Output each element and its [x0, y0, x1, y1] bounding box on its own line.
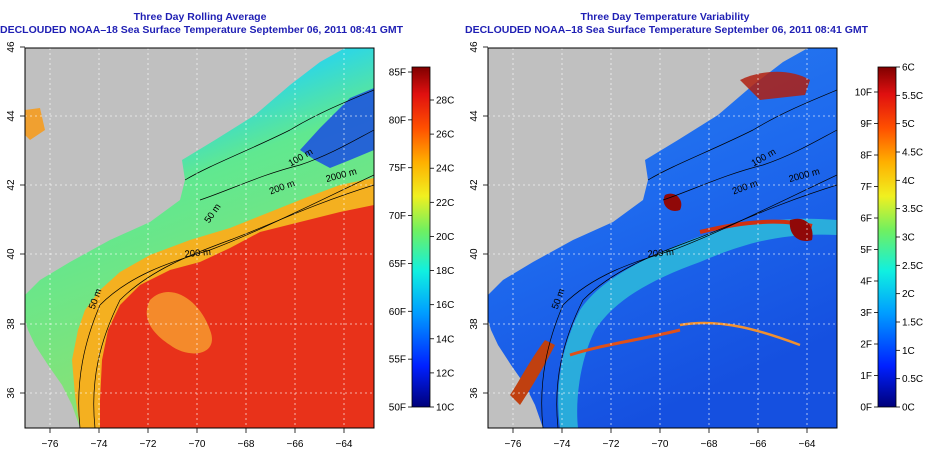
right-map-title: Three Day Temperature Variability DECLOU…	[465, 11, 869, 37]
right-cbar-f-label: 8F	[860, 151, 872, 162]
left-colorbar-labels: 50F 55F 60F 65F 70F 75F 80F 85F 10C 12C 14C 16C 18C 2…	[389, 68, 455, 414]
left-lat-tick-label: 40	[6, 248, 17, 260]
right-colorbar	[877, 66, 897, 408]
left-cbar-c-label: 18C	[436, 266, 454, 277]
left-lon-tick-label: −70	[189, 439, 206, 450]
right-lon-tick-label: −76	[505, 439, 522, 450]
left-warm-eddy	[146, 291, 212, 354]
left-title-line1: Three Day Rolling Average	[133, 11, 267, 23]
right-cbar-f-label: 4F	[860, 277, 872, 288]
right-grid	[488, 48, 837, 428]
right-map	[488, 48, 837, 428]
right-map-frame	[487, 47, 838, 429]
left-cbar-c-label: 22C	[436, 198, 454, 209]
left-lat-tick-label: 36	[6, 387, 17, 399]
right-cbar-f-label: 5F	[860, 245, 872, 256]
right-contour-label: 200 m	[647, 247, 674, 260]
left-cbar-c-label: 20C	[436, 232, 454, 243]
left-lon-tick-label: −76	[42, 439, 59, 450]
right-front-2	[569, 328, 681, 357]
right-cbar-f-label: 1F	[860, 371, 872, 382]
left-contour-label: 200 m	[184, 247, 211, 260]
right-cbar-c-label: 6C	[902, 63, 915, 74]
left-lon-tick-label: −72	[140, 439, 157, 450]
left-cbar-f-label: 60F	[389, 307, 406, 318]
right-slope-band	[558, 218, 837, 428]
right-title-line1: Three Day Temperature Variability	[580, 11, 750, 23]
right-lon-tick-label: −64	[799, 439, 816, 450]
right-cbar-c-label: 2.5C	[902, 261, 923, 272]
left-lon-tick-label: −74	[91, 439, 108, 450]
right-lat-tick-label: 38	[469, 318, 480, 330]
right-lon-tick-label: −72	[603, 439, 620, 450]
left-cbar-f-label: 75F	[389, 163, 406, 174]
left-gulf-of-maine-cold	[300, 88, 374, 168]
right-lat-tick-label: 44	[469, 110, 480, 122]
left-title-line2: DECLOUDED NOAA–18 Sea Surface Temperatur…	[0, 24, 404, 36]
right-lon-tick-label: −68	[701, 439, 718, 450]
right-cbar-c-label: 2C	[902, 289, 915, 300]
left-cbar-c-label: 24C	[436, 164, 454, 175]
left-lat-tick-label: 44	[6, 110, 17, 122]
right-cbar-f-label: 2F	[860, 340, 872, 351]
left-cbar-f-label: 65F	[389, 259, 406, 270]
right-cbar-c-label: 0.5C	[902, 374, 923, 385]
left-map-title: Three Day Rolling Average DECLOUDED NOAA…	[0, 11, 404, 37]
right-coastal-hot	[510, 340, 555, 405]
right-cbar-f-label: 0F	[860, 403, 872, 414]
left-cbar-f-label: 70F	[389, 211, 406, 222]
left-grid	[25, 48, 374, 428]
left-cbar-c-label: 14C	[436, 334, 454, 345]
right-lat-tick-label: 42	[469, 179, 480, 191]
right-cbar-c-label: 0C	[902, 403, 915, 414]
right-cbar-c-label: 1C	[902, 346, 915, 357]
right-lat-tick-label: 40	[469, 248, 480, 260]
right-cbar-f-label: 10F	[855, 88, 872, 99]
right-isobaths	[541, 89, 837, 428]
right-lon-tick-label: −74	[554, 439, 571, 450]
right-cbar-f-label: 9F	[860, 119, 872, 130]
left-lat-tick-label: 46	[6, 41, 17, 53]
right-cbar-c-label: 4.5C	[902, 148, 923, 159]
left-lat-tick-label: 38	[6, 318, 17, 330]
left-cbar-f-label: 80F	[389, 115, 406, 126]
left-cbar-c-label: 12C	[436, 368, 454, 379]
left-lon-tick-label: −68	[238, 439, 255, 450]
left-lon-tick-label: −66	[287, 439, 304, 450]
right-cbar-c-label: 1.5C	[902, 318, 923, 329]
right-cbar-f-label: 6F	[860, 214, 872, 225]
left-isobaths	[78, 89, 374, 428]
right-cbar-c-label: 3C	[902, 233, 915, 244]
right-title-line2: DECLOUDED NOAA–18 Sea Surface Temperatur…	[465, 24, 869, 36]
left-colorbar	[411, 66, 431, 408]
left-cbar-c-label: 16C	[436, 300, 454, 311]
left-gulf-stream	[100, 205, 374, 428]
left-lat-tick-label: 42	[6, 179, 17, 191]
right-hot-patch	[740, 71, 810, 100]
right-lon-tick-label: −70	[652, 439, 669, 450]
left-cbar-f-label: 50F	[389, 403, 406, 414]
left-axes: −76 −74 −72 −70 −68 −66 −64 36 38 40 42 44 46	[6, 41, 353, 450]
right-cbar-c-label: 4C	[902, 176, 915, 187]
left-cbar-f-label: 55F	[389, 355, 406, 366]
left-map	[25, 48, 374, 428]
left-cbar-f-label: 85F	[389, 68, 406, 79]
left-lon-tick-label: −64	[336, 439, 353, 450]
right-lat-tick-label: 36	[469, 387, 480, 399]
right-cbar-c-label: 5C	[902, 119, 915, 130]
right-lon-tick-label: −66	[750, 439, 767, 450]
right-cbar-c-label: 3.5C	[902, 204, 923, 215]
right-colorbar-labels: 0F 1F 2F 3F 4F 5F 6F 7F 8F 9F 10F 0C 0.5C 1C 1.5C 2C 2.5…	[855, 63, 923, 414]
right-cbar-f-label: 7F	[860, 182, 872, 193]
left-map-frame	[24, 47, 375, 429]
left-cbar-c-label: 26C	[436, 130, 454, 141]
right-front-3	[679, 321, 801, 347]
right-lat-tick-label: 46	[469, 41, 480, 53]
right-axes: −76 −74 −72 −70 −68 −66 −64 36 38 40 42 44 46	[469, 41, 816, 450]
right-cbar-c-label: 5.5C	[902, 91, 923, 102]
left-cbar-c-label: 28C	[436, 96, 454, 107]
left-cbar-c-label: 10C	[436, 403, 454, 414]
right-cbar-f-label: 3F	[860, 308, 872, 319]
